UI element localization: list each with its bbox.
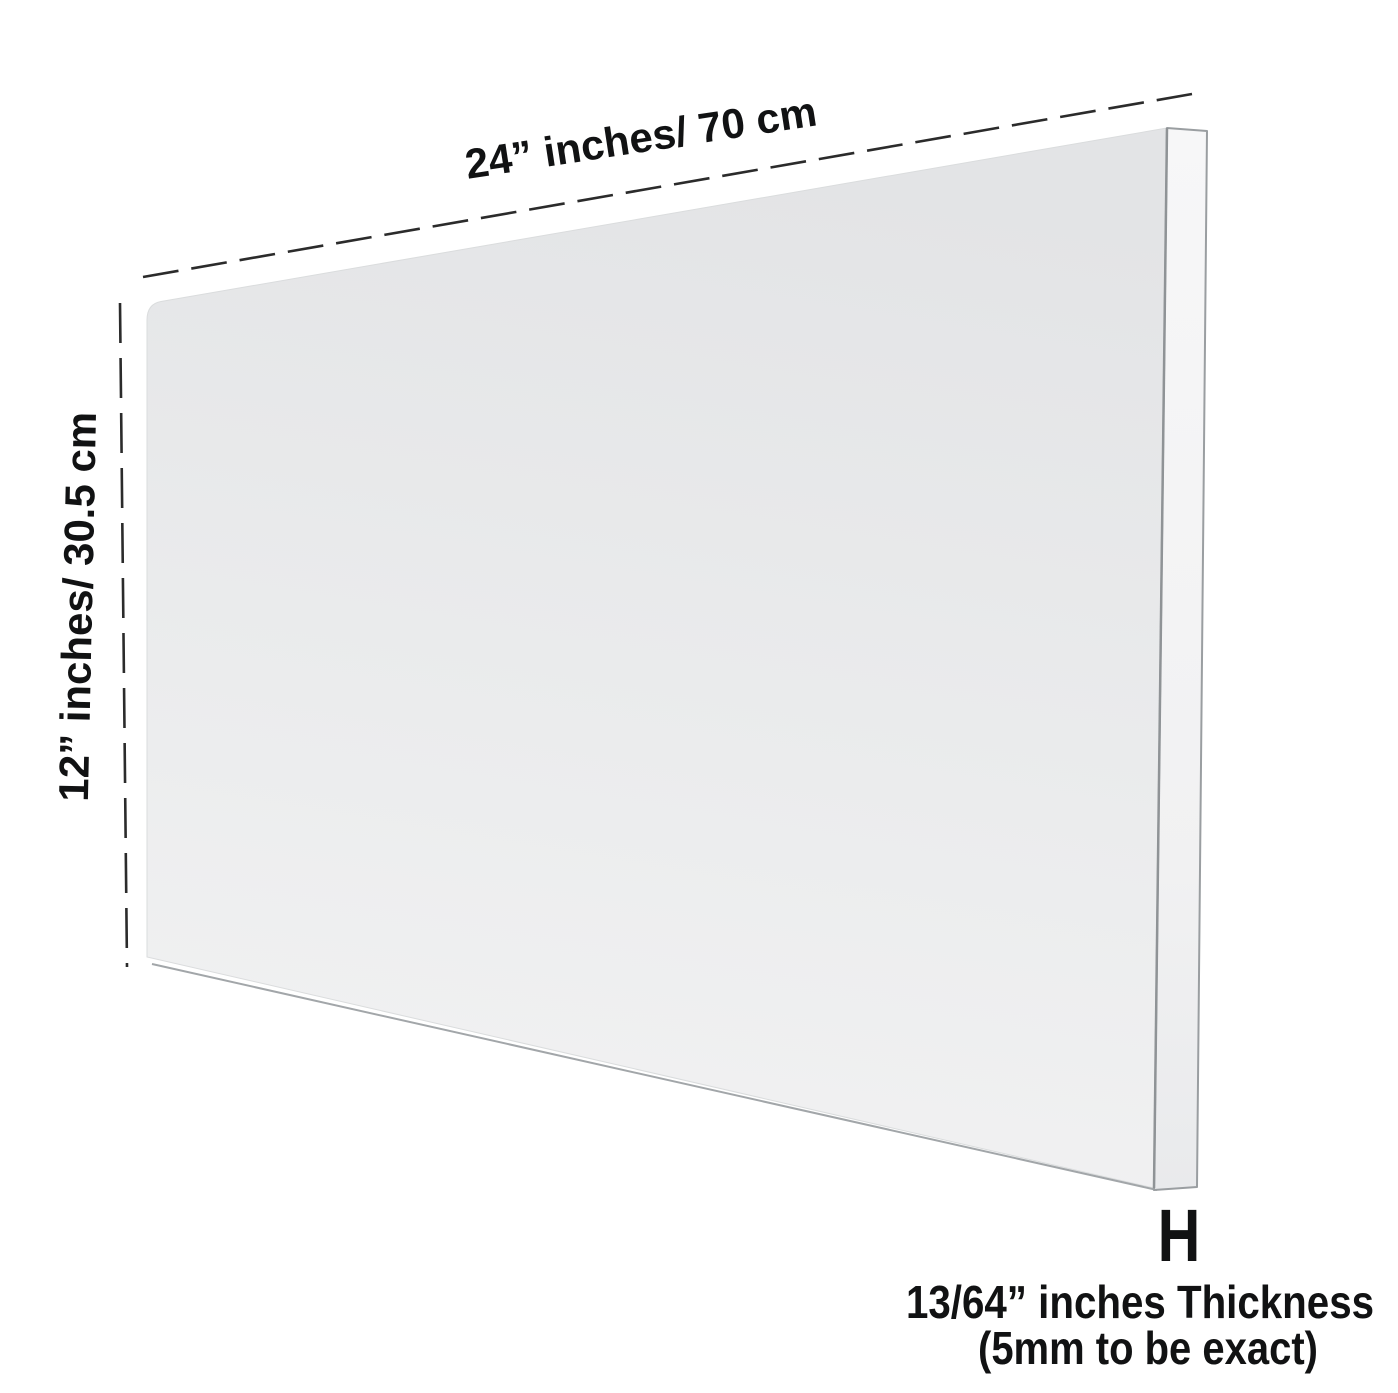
panel-bottom-edge-line [151,963,1158,1191]
thickness-label-line1: 13/64” inches Thickness [906,1276,1374,1328]
height-dimension-dashed-line [118,302,129,968]
panel-front-face [146,127,1168,1189]
width-dimension-dashed-line [142,92,1193,279]
panel-face-edge-boundary-line [1152,127,1169,1189]
width-dimension-label: 24” inches/ 70 cm [462,88,820,188]
thickness-label-line2: (5mm to be exact) [978,1322,1318,1374]
height-dimension-label: 12” inches/ 30.5 cm [50,411,105,802]
thickness-marker: H [1158,1195,1201,1278]
